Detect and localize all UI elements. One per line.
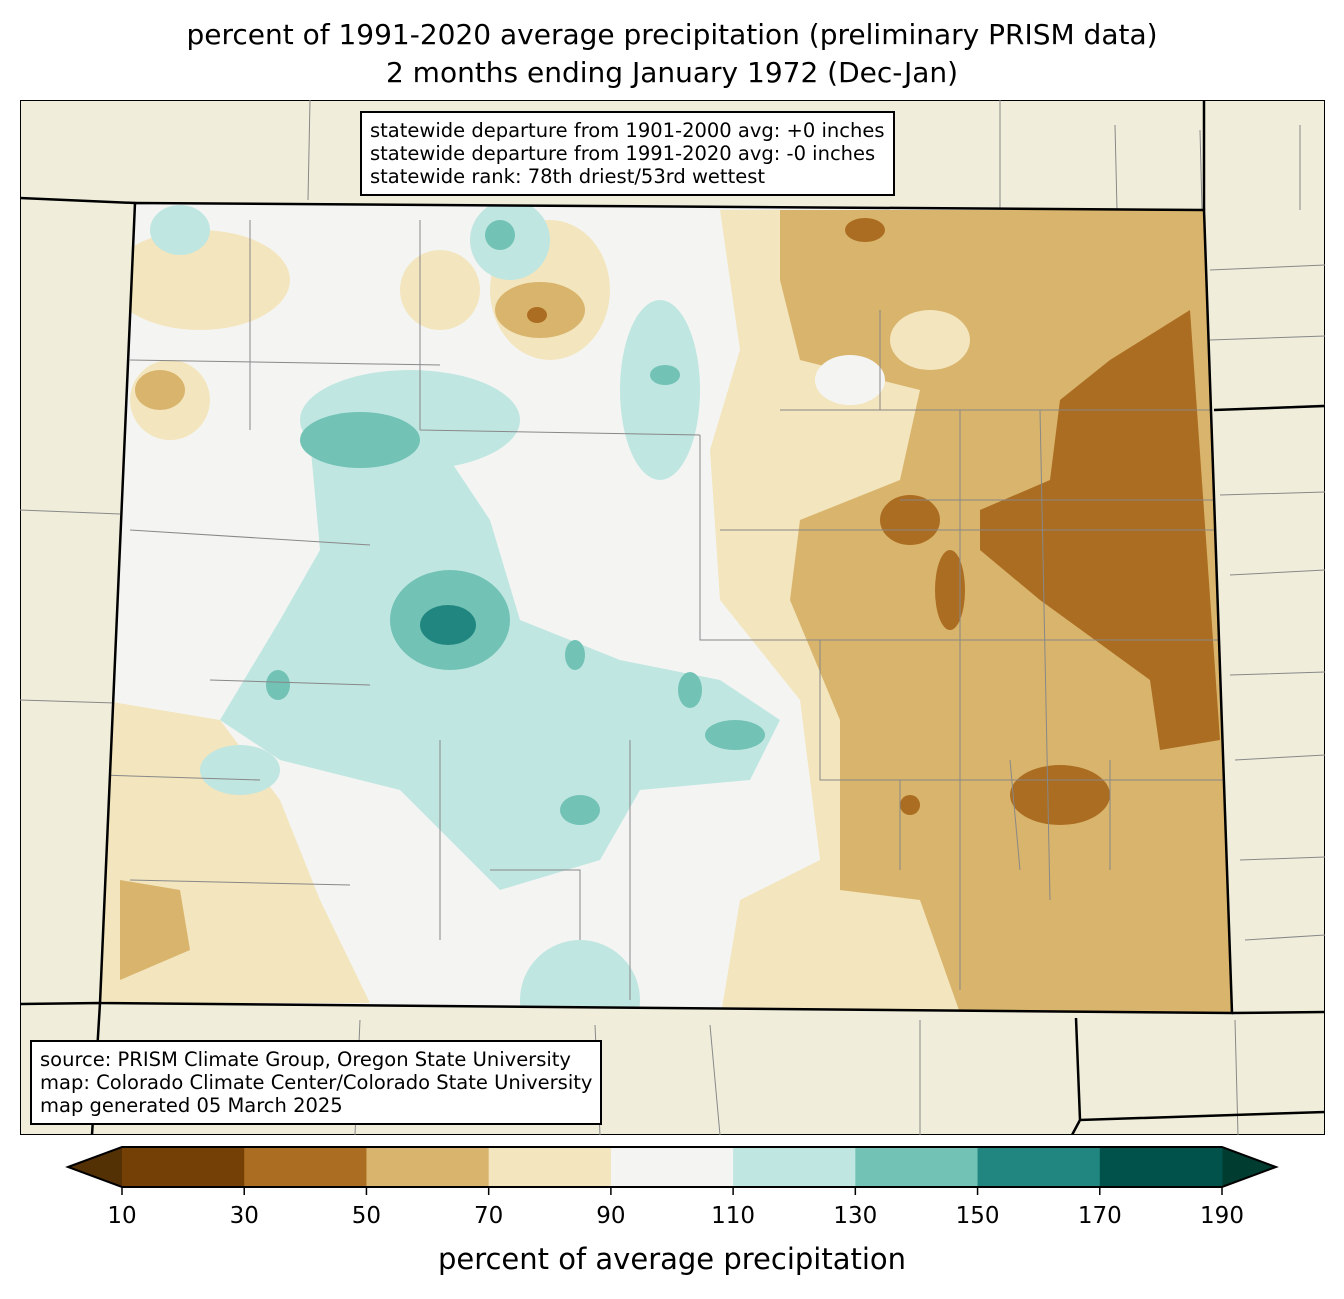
map-credit-line: map: Colorado Climate Center/Colorado St…	[40, 1071, 593, 1094]
colorbar-tick-label: 10	[107, 1203, 137, 1229]
stats-rank: statewide rank: 78th driest/53rd wettest	[370, 165, 766, 188]
colorbar-segment	[733, 1147, 856, 1187]
precipitation-map	[20, 100, 1325, 1135]
colorbar-segment	[977, 1147, 1101, 1187]
colorbar-segment	[488, 1147, 612, 1187]
colorbar-segment	[855, 1147, 979, 1187]
colorbar-tick-label: 90	[596, 1203, 626, 1229]
colorbar-segment	[610, 1147, 734, 1187]
colorbar-tick-label: 50	[351, 1203, 382, 1229]
colorbar	[65, 1146, 1279, 1195]
colorbar-segment	[366, 1147, 490, 1187]
source-line: source: PRISM Climate Group, Oregon Stat…	[40, 1048, 571, 1071]
colorbar-label: percent of average precipitation	[437, 1242, 907, 1276]
colorado-precip-field	[100, 203, 1232, 1013]
statewide-stats-box: statewide departure from 1901-2000 avg: …	[360, 111, 895, 196]
map-title-line2: 2 months ending January 1972 (Dec-Jan)	[385, 56, 959, 89]
colorbar-extend-high	[1222, 1147, 1276, 1187]
map-title-line1: percent of 1991-2020 average precipitati…	[186, 18, 1158, 51]
colorbar-tick-label: 170	[1077, 1203, 1122, 1229]
colorbar-tick-label: 30	[229, 1203, 259, 1229]
colorbar-tick-label: 110	[711, 1203, 756, 1229]
colorbar-tick-label: 150	[955, 1203, 1000, 1229]
colorbar-tick-label: 70	[474, 1203, 504, 1229]
county-lines	[100, 220, 1230, 1000]
stats-departure-1901-2000: statewide departure from 1901-2000 avg: …	[370, 119, 885, 142]
source-box: source: PRISM Climate Group, Oregon Stat…	[30, 1040, 603, 1125]
colorbar-segment	[1099, 1147, 1223, 1187]
colorbar-tick-label: 130	[833, 1203, 878, 1229]
stats-departure-1991-2020: statewide departure from 1991-2020 avg: …	[370, 142, 876, 165]
colorbar-tick-label: 190	[1200, 1203, 1244, 1229]
colorbar-segment	[244, 1147, 367, 1187]
colorbar-segment	[122, 1147, 245, 1187]
colorbar-extend-low	[68, 1147, 122, 1187]
generated-date-line: map generated 05 March 2025	[40, 1094, 343, 1117]
